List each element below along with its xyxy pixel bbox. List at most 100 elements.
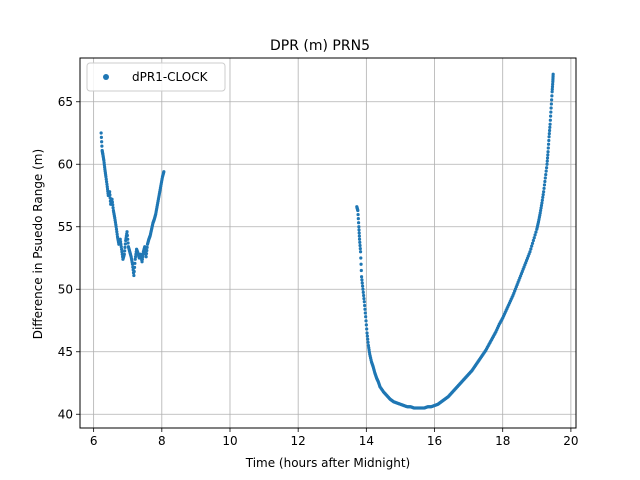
data-point [551,72,555,76]
data-point [357,231,361,235]
data-point [126,241,130,245]
data-point [362,293,366,298]
data-point [538,211,542,215]
data-point [356,212,360,217]
data-point [99,135,103,139]
data-point [542,183,547,187]
data-point [545,159,549,163]
x-tick-label: 8 [158,434,166,448]
data-point [356,221,361,225]
data-point [549,110,553,114]
data-point [132,265,137,269]
data-point [549,114,553,118]
data-point [110,200,114,204]
data-point [141,255,145,259]
axis-ticks: 6 8 10 12 14 16 18 20 40 45 50 55 60 65 [58,95,579,448]
data-point [539,208,543,213]
data-point [539,206,543,210]
y-tick-label: 65 [58,95,73,109]
data-point [361,284,365,288]
data-point [550,90,554,94]
data-point [530,241,535,245]
data-point [118,240,123,244]
data-point [125,230,129,234]
data-point [360,281,364,285]
data-point [540,201,544,205]
legend-box [86,62,226,92]
data-point [357,237,362,241]
data-point [144,255,148,259]
data-point [356,208,360,213]
data-point [546,146,550,150]
data-point [530,244,534,248]
x-tick-label: 6 [90,434,98,448]
data-point [108,193,112,197]
data-point [100,140,104,144]
grid-lines [80,58,576,428]
data-point [123,249,127,253]
y-axis-label: Difference in Psuedo Range (m) [31,149,45,339]
x-tick-label: 10 [222,434,237,448]
data-point [548,125,552,129]
plot-frame [79,57,577,429]
legend: dPR1-CLOCK [86,62,226,92]
data-point [364,323,368,327]
y-tick-label: 50 [58,282,73,296]
x-axis-label: Time (hours after Midnight) [245,456,410,470]
data-point [145,245,149,249]
data-point [364,315,368,319]
data-point [115,232,119,236]
data-point [551,82,555,86]
data-point [541,195,545,199]
data-point [115,230,119,234]
data-point [359,268,363,273]
data-point [534,230,538,234]
data-point [363,307,367,311]
data-point [541,192,545,197]
data-point [132,269,136,274]
data-point [361,290,365,294]
data-point [528,250,532,254]
data-point [114,227,119,231]
data-point [357,225,361,229]
data-point [357,228,361,232]
data-point [545,162,549,166]
data-point [540,198,544,202]
data-point [544,169,548,173]
data-point [133,255,138,259]
data-point [544,172,548,177]
chart-title: DPR (m) PRN5 [270,38,370,54]
data-point [110,197,114,201]
data-point [547,132,551,136]
data-point [363,303,367,308]
data-point [356,217,360,221]
data-point [358,250,363,254]
data-point [125,233,129,238]
data-point [140,257,144,261]
data-point [359,256,363,260]
data-point [546,150,550,154]
data-point [119,245,123,249]
data-point [126,237,130,241]
data-point [550,98,554,102]
data-point [99,131,103,135]
data-point [549,102,553,106]
legend-entry-dpr1-clock: dPR1-CLOCK [132,70,209,84]
x-tick-label: 20 [563,434,578,448]
data-point [533,233,537,237]
data-point [543,179,547,184]
data-point [546,142,551,146]
x-tick-label: 14 [359,434,374,448]
data-point [366,337,370,341]
y-tick-label: 40 [58,407,73,421]
data-point [358,243,362,248]
data-point [140,260,144,264]
data-point [550,94,554,98]
data-point [548,118,552,122]
data-point [363,311,367,315]
data-point [119,247,124,251]
data-point [543,176,547,180]
data-point [366,340,370,344]
data-point [365,334,369,338]
